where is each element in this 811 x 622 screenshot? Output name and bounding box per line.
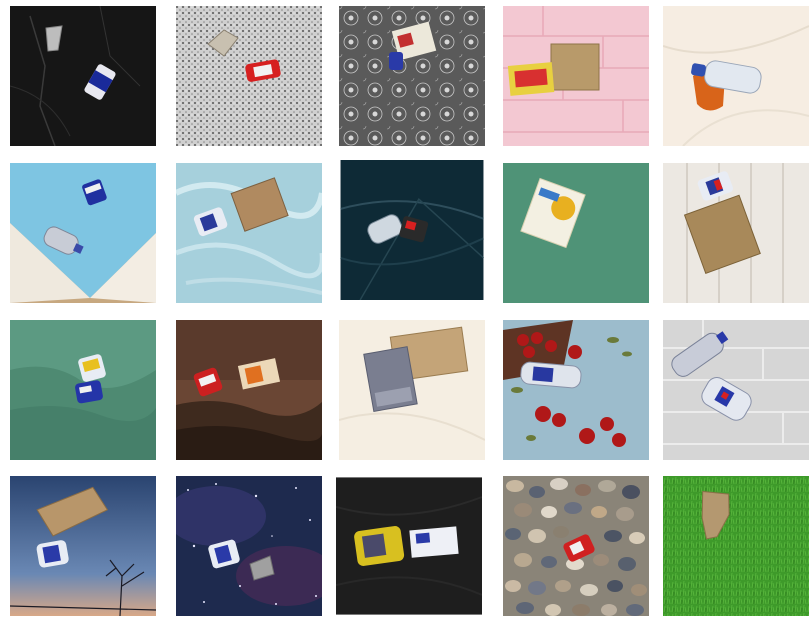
plastic-bottle-icon xyxy=(520,361,582,389)
carton-box-icon xyxy=(391,21,437,61)
tile-1[interactable] xyxy=(10,6,156,146)
tile-16-image xyxy=(10,476,156,616)
cardboard-piece-icon xyxy=(701,490,730,540)
blue-can-icon xyxy=(193,207,228,237)
plastic-bottle-icon xyxy=(691,60,762,94)
tile-12[interactable] xyxy=(176,320,322,460)
cardboard-box-icon xyxy=(230,177,289,232)
tile-14[interactable] xyxy=(503,320,649,460)
tile-19[interactable] xyxy=(503,476,649,616)
yellow-wrapper-icon xyxy=(354,526,405,566)
plastic-bottle-icon-2 xyxy=(701,377,752,421)
tile-5[interactable] xyxy=(663,6,809,146)
tile-1-image xyxy=(10,6,156,146)
tile-3-image xyxy=(339,6,485,146)
carton-box-icon xyxy=(409,526,459,558)
juice-carton-icon xyxy=(237,358,281,390)
tile-8[interactable] xyxy=(339,160,485,300)
cardboard-box-icon xyxy=(683,194,761,274)
tile-10[interactable] xyxy=(663,163,809,303)
tile-11[interactable] xyxy=(10,320,156,460)
blue-can-icon xyxy=(208,539,240,569)
tile-3[interactable] xyxy=(339,6,485,146)
cardboard-piece-icon xyxy=(36,486,109,537)
tile-17[interactable] xyxy=(176,476,322,616)
plastic-cup-icon xyxy=(207,29,239,57)
tile-6[interactable] xyxy=(10,163,156,303)
tile-12-image xyxy=(176,320,322,460)
tile-5-image xyxy=(663,6,809,146)
red-can-icon xyxy=(193,367,223,397)
tile-2-image xyxy=(176,6,322,146)
plastic-bottle-icon xyxy=(671,331,729,377)
gray-bag-icon xyxy=(249,555,275,581)
gray-bag-icon xyxy=(363,346,418,413)
dark-can-icon xyxy=(399,216,429,243)
tile-13[interactable] xyxy=(339,320,485,460)
blue-can-icon xyxy=(389,52,403,70)
tile-9[interactable] xyxy=(503,163,649,303)
tile-10-image xyxy=(663,163,809,303)
plastic-cup-icon xyxy=(45,25,63,52)
blue-can-icon xyxy=(82,179,107,206)
red-can-icon xyxy=(245,59,281,82)
tile-13-image xyxy=(339,320,485,460)
tile-16[interactable] xyxy=(10,476,156,616)
yellow-can-icon xyxy=(78,354,106,382)
tile-2[interactable] xyxy=(176,6,322,146)
tile-15-image xyxy=(663,320,809,460)
tree-silhouette xyxy=(10,559,156,616)
gravel-stones xyxy=(505,478,647,616)
tile-7[interactable] xyxy=(176,163,322,303)
tile-11-image xyxy=(10,320,156,460)
tile-4-image xyxy=(503,6,649,146)
tile-6-image xyxy=(10,163,156,303)
tile-7-image xyxy=(176,163,322,303)
tile-17-image xyxy=(176,476,322,616)
tile-18[interactable] xyxy=(336,476,482,616)
tile-4[interactable] xyxy=(503,6,649,146)
tile-20-image xyxy=(663,476,809,616)
blue-can-icon xyxy=(75,380,103,404)
cereal-box-icon xyxy=(520,177,586,249)
cardboard-box-icon xyxy=(550,43,600,91)
tile-19-image xyxy=(503,476,649,616)
blue-can-icon xyxy=(697,171,734,201)
tile-20[interactable] xyxy=(663,476,809,616)
tile-9-image xyxy=(503,163,649,303)
tile-8-image xyxy=(340,160,484,300)
plastic-bottle-icon xyxy=(367,214,403,244)
tile-14-image xyxy=(503,320,649,460)
tomatoes xyxy=(517,332,626,447)
blue-can-icon xyxy=(36,540,69,568)
tile-15[interactable] xyxy=(663,320,809,460)
blue-can-icon xyxy=(84,64,116,100)
snack-wrapper-icon xyxy=(507,62,555,96)
red-can-icon xyxy=(563,534,595,562)
plastic-bottle-icon xyxy=(43,226,84,255)
tile-18-image xyxy=(336,477,482,615)
